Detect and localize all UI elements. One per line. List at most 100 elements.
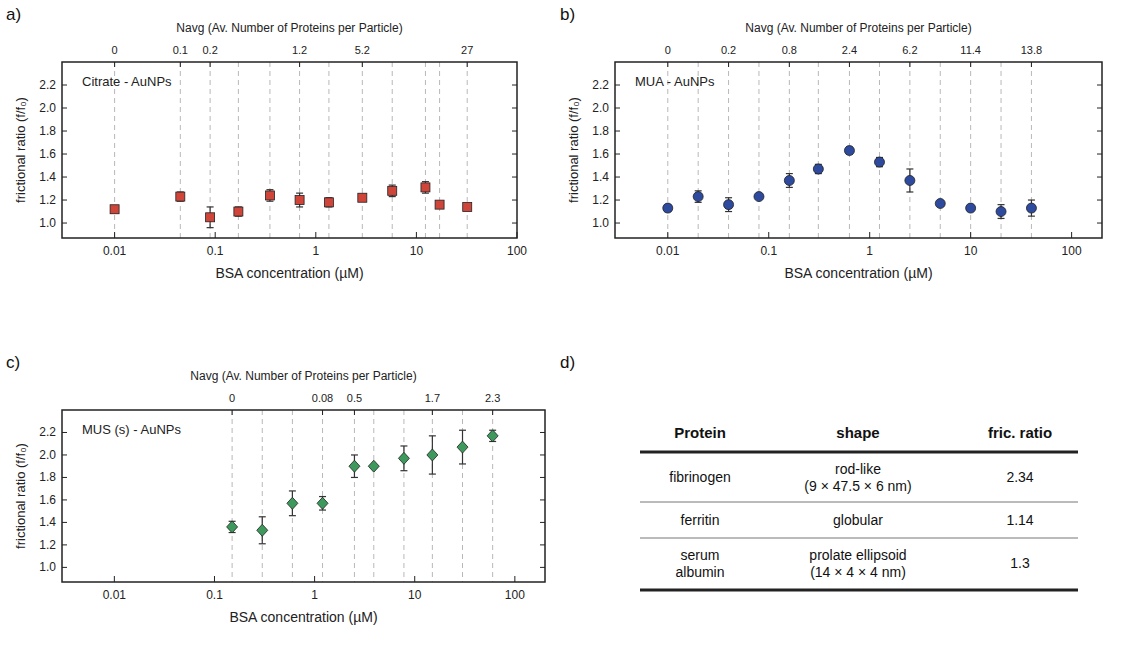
data-point: [905, 175, 915, 185]
x2-tick: [970, 62, 971, 67]
x-tick-label: 0.1: [206, 588, 223, 602]
y-tick: [1097, 154, 1102, 155]
table-header: fric. ratio: [988, 424, 1052, 441]
table-rule: [640, 451, 1078, 454]
x-tick-label: 1: [866, 244, 873, 258]
error-cap: [906, 191, 913, 192]
error-cap: [351, 477, 358, 478]
y-tick-label: 2.2: [39, 78, 56, 92]
x2-tick-label: 0: [665, 44, 671, 56]
panel-letter: c): [6, 353, 20, 372]
x-tick: [215, 232, 216, 238]
error-cap: [207, 227, 214, 228]
data-point: [227, 521, 238, 533]
y-tick: [512, 154, 517, 155]
x2-tick: [362, 62, 363, 67]
plot-frame: [615, 62, 1102, 238]
table-cell: serum: [681, 547, 720, 563]
y-tick-label: 1.4: [39, 170, 56, 184]
table-cell: prolate ellipsoid: [809, 547, 906, 563]
x-tick: [114, 232, 115, 238]
marks: [227, 430, 499, 544]
x2-tick-label: 0.2: [721, 44, 736, 56]
x2-tick: [114, 62, 115, 67]
table-cell: 1.14: [1006, 512, 1033, 528]
y-tick: [512, 200, 517, 201]
guides: [232, 410, 493, 582]
table-cell: albumin: [675, 564, 724, 580]
marks: [663, 146, 1037, 219]
x2-tick: [667, 62, 668, 67]
error-bar: [325, 198, 332, 207]
table-header: Protein: [674, 424, 726, 441]
error-bar: [296, 193, 303, 207]
table-cell: 2.34: [1006, 469, 1033, 485]
y-tick: [62, 454, 67, 455]
panel-letter: d): [560, 353, 575, 372]
error-cap: [296, 193, 303, 194]
data-point: [427, 449, 438, 461]
error-cap: [389, 184, 396, 185]
data-point: [463, 202, 472, 211]
data-point: [435, 200, 444, 209]
y-tick: [62, 131, 67, 132]
y-tick: [62, 85, 67, 86]
x2-tick-label: 0.2: [202, 44, 217, 56]
y-tick: [540, 454, 545, 455]
error-cap: [786, 187, 793, 188]
y-tick: [615, 131, 620, 132]
x2-axis-title: Navg (Av. Number of Proteins per Particl…: [745, 21, 971, 35]
data-point: [966, 203, 976, 213]
data-point: [487, 430, 498, 442]
data-point: [287, 497, 298, 509]
y-tick-label: 1.6: [39, 147, 56, 161]
guide-line: [328, 62, 329, 238]
error-cap: [459, 430, 466, 431]
data-point: [388, 186, 397, 195]
y-tick-label: 1.0: [592, 216, 609, 230]
error-cap: [429, 435, 436, 436]
data-point: [1026, 203, 1036, 213]
y-tick: [62, 108, 67, 109]
x2-tick-label: 0.5: [347, 392, 362, 404]
guide-line: [789, 62, 790, 238]
error-cap: [422, 193, 429, 194]
guide-line: [354, 410, 355, 582]
y-tick: [540, 522, 545, 523]
data-point: [176, 192, 185, 201]
guide-line: [210, 62, 211, 238]
guide-line: [299, 62, 300, 238]
x2-tick-label: 0.8: [782, 44, 797, 56]
error-cap: [289, 490, 296, 491]
y-tick-label: 2.2: [39, 425, 56, 439]
marks: [110, 182, 472, 228]
y-tick: [540, 544, 545, 545]
guide-line: [180, 62, 181, 238]
y-tick-label: 1.2: [592, 193, 609, 207]
x-tick-label: 100: [1062, 244, 1082, 258]
x2-tick: [789, 62, 790, 67]
x2-tick-label: 27: [461, 44, 473, 56]
error-cap: [998, 204, 1005, 205]
x-tick-label: 1: [311, 588, 318, 602]
y-tick-label: 1.0: [39, 560, 56, 574]
x2-tick-label: 2.4: [842, 44, 857, 56]
error-cap: [725, 211, 732, 212]
y-tick-label: 1.2: [39, 538, 56, 552]
x-tick-label: 100: [505, 588, 525, 602]
error-bar: [389, 185, 396, 197]
error-bar: [207, 207, 214, 228]
error-cap: [459, 463, 466, 464]
x2-tick-label: 6.2: [902, 44, 917, 56]
y-tick: [62, 223, 67, 224]
y-tick: [62, 200, 67, 201]
y-tick-label: 1.8: [39, 470, 56, 484]
x2-tick: [354, 410, 355, 415]
x2-tick-label: 11.4: [960, 44, 981, 56]
panel: 1.01.21.41.61.82.02.20.010.111010000.20.…: [560, 5, 1102, 281]
error-cap: [400, 470, 407, 471]
y-tick: [1097, 131, 1102, 132]
error-bar: [177, 192, 184, 201]
error-cap: [266, 201, 273, 202]
y-tick-label: 2.0: [592, 101, 609, 115]
